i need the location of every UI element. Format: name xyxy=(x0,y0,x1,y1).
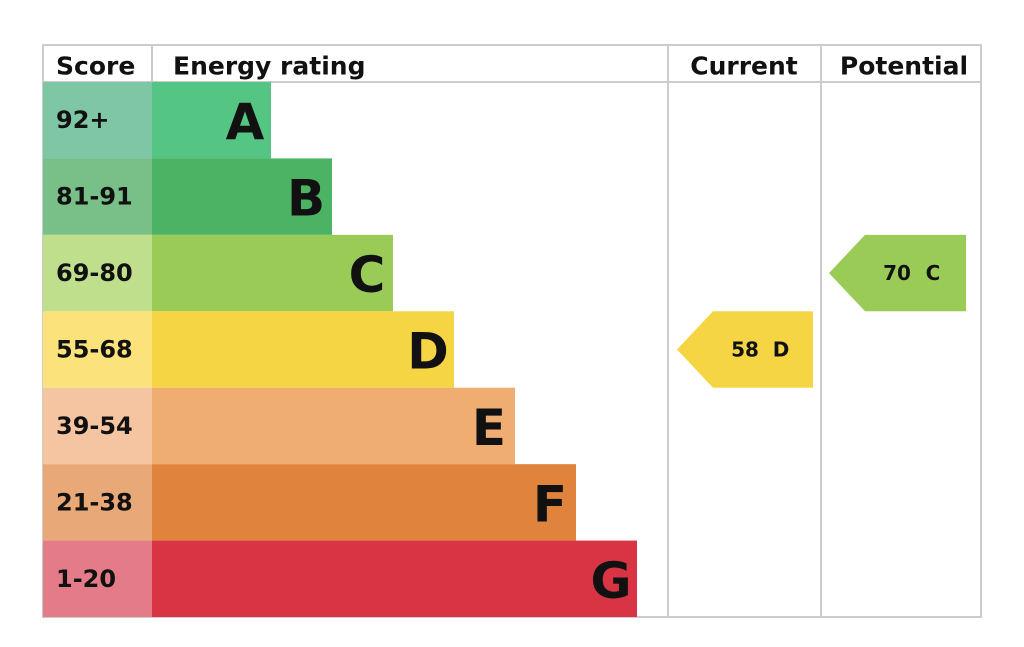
score-cell xyxy=(43,311,152,388)
rating-bar xyxy=(152,234,393,312)
score-cell xyxy=(43,464,152,541)
score-label: 21-38 xyxy=(56,488,133,516)
header-score: Score xyxy=(56,52,135,81)
potential-value: 70 xyxy=(883,261,911,285)
score-label: 1-20 xyxy=(56,565,116,593)
rating-bar xyxy=(152,82,271,159)
score-label: 69-80 xyxy=(56,259,133,287)
rating-letter: A xyxy=(226,93,265,151)
header-current: Current xyxy=(690,52,798,81)
score-label: 55-68 xyxy=(56,336,133,364)
rating-letter: C xyxy=(349,246,386,304)
score-cell xyxy=(43,540,152,617)
rating-bar xyxy=(152,540,637,617)
rating-bar xyxy=(152,387,515,465)
rating-letter: E xyxy=(472,399,506,457)
rating-letter: B xyxy=(287,170,325,228)
rating-letter: D xyxy=(407,323,449,381)
score-cell xyxy=(43,234,152,312)
score-label: 39-54 xyxy=(56,412,133,440)
score-cell xyxy=(43,387,152,465)
potential-arrow xyxy=(829,234,966,312)
current-arrow xyxy=(677,311,813,388)
score-cell xyxy=(43,82,152,159)
current-value: 58 xyxy=(731,338,759,362)
current-letter: D xyxy=(773,338,790,362)
score-cell xyxy=(43,158,152,235)
rating-letter: F xyxy=(533,475,567,533)
score-label: 81-91 xyxy=(56,183,133,211)
rating-letter: G xyxy=(590,552,631,610)
header-potential: Potential xyxy=(840,52,968,81)
rating-bar xyxy=(152,311,454,388)
rating-bar xyxy=(152,464,576,541)
rating-bar xyxy=(152,158,332,235)
score-label: 92+ xyxy=(56,106,110,134)
header-rating: Energy rating xyxy=(173,52,365,81)
potential-letter: C xyxy=(926,261,941,285)
